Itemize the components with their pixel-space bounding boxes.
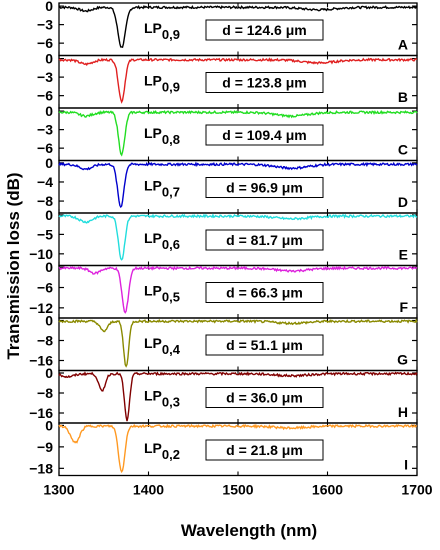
- panel-letter: B: [398, 89, 408, 105]
- y-tick-label: −18: [29, 460, 53, 476]
- y-tick-label: −3: [37, 69, 53, 85]
- mode-label: LP0,3: [144, 388, 180, 410]
- diameter-box: [205, 334, 324, 356]
- diameter-box: [205, 282, 324, 303]
- y-tick-label: 0: [45, 51, 53, 67]
- diameter-label: d = 66.3 μm: [226, 285, 303, 301]
- series-line: [58, 318, 418, 368]
- panel-e: 0 −5 −10 LP0,6 d = 81.7 μm E: [29, 207, 418, 267]
- mode-label: LP0,9: [144, 20, 180, 42]
- mode-label: LP0,9: [144, 73, 180, 95]
- y-tick-label: −16: [29, 405, 53, 421]
- y-tick-label: −8: [37, 333, 53, 349]
- panel-letter: D: [398, 194, 408, 210]
- panel-b: 0 −3 −6 LP0,9 d = 123.8 μm B: [37, 51, 418, 109]
- series-line: [58, 265, 418, 314]
- y-tick-label: −4: [37, 174, 53, 190]
- diameter-label: d = 21.8 μm: [226, 442, 303, 458]
- panel-letter: F: [399, 299, 408, 315]
- diameter-box: [205, 229, 324, 251]
- panel-letter: A: [398, 37, 408, 53]
- mode-label: LP0,8: [144, 125, 180, 147]
- series-line: [58, 423, 418, 474]
- y-tick-label: −6: [37, 35, 53, 51]
- panel-g: 0 −8 −16 LP0,4 d = 51.1 μm G: [29, 313, 418, 372]
- diameter-label: d = 36.0 μm: [226, 390, 303, 406]
- y-tick-label: 0: [45, 207, 53, 223]
- y-tick-label: −6: [37, 280, 53, 296]
- mode-label: LP0,5: [144, 283, 180, 305]
- series-line: [58, 161, 418, 209]
- y-tick-label: −5: [37, 226, 53, 242]
- x-tick-label: 1700: [401, 482, 432, 498]
- y-tick-label: −3: [37, 17, 53, 33]
- y-tick-label: 0: [45, 103, 53, 119]
- y-tick-label: −3: [37, 122, 53, 138]
- diameter-label: d = 96.9 μm: [226, 180, 303, 196]
- diameter-label: d = 123.8 μm: [222, 75, 306, 91]
- y-axis-title: Transmission loss (dB): [4, 172, 23, 359]
- y-tick-label: 0: [45, 0, 53, 14]
- y-tick-label: 0: [45, 155, 53, 171]
- series-line: [58, 109, 418, 157]
- diameter-box: [205, 387, 324, 408]
- series-line: [58, 4, 418, 49]
- diameter-box: [205, 124, 324, 146]
- mode-label: LP0,7: [144, 178, 180, 200]
- panel-letter: G: [397, 352, 408, 368]
- mode-label: LP0,2: [144, 440, 180, 462]
- diameter-box: [205, 439, 324, 461]
- panel-letter: I: [404, 457, 408, 473]
- diameter-box: [205, 19, 324, 41]
- x-tick-label: 1300: [43, 482, 74, 498]
- y-tick-label: −12: [29, 300, 53, 316]
- x-tick-label: 1500: [222, 482, 253, 498]
- x-axis-title: Wavelength (nm): [181, 521, 317, 540]
- diameter-label: d = 81.7 μm: [226, 232, 303, 248]
- panel-i: 0 −9 −18 LP0,2 d = 21.8 μm I: [29, 417, 418, 476]
- diameter-label: d = 51.1 μm: [226, 337, 303, 353]
- y-tick-label: −8: [37, 193, 53, 209]
- x-tick-label: 1400: [133, 482, 164, 498]
- y-tick-label: −6: [37, 88, 53, 104]
- y-tick-label: −9: [37, 439, 53, 455]
- y-tick-label: 0: [45, 313, 53, 329]
- series-line: [58, 371, 418, 422]
- y-tick-label: −8: [37, 385, 53, 401]
- panel-c: 0 −3 −6 LP0,8 d = 109.4 μm C: [37, 103, 418, 162]
- diameter-label: d = 124.6 μm: [222, 22, 306, 38]
- diameter-label: d = 109.4 μm: [222, 127, 306, 143]
- mode-label: LP0,6: [144, 230, 180, 252]
- panel-stack: 0 −3 −6 LP0,9 d = 124.6 μm A 0 −3 −6 LP0,9 d = 123…: [29, 0, 433, 498]
- y-tick-label: 0: [45, 417, 53, 433]
- panel-h: 0 −8 −16 LP0,3 d = 36.0 μm H: [29, 365, 418, 424]
- series-line: [58, 213, 418, 261]
- y-tick-label: 0: [45, 259, 53, 275]
- panel-letter: E: [399, 247, 408, 263]
- mode-label: LP0,4: [144, 335, 181, 357]
- diameter-box: [205, 177, 324, 198]
- panel-letter: H: [398, 404, 408, 420]
- x-tick-label: 1600: [312, 482, 343, 498]
- diameter-box: [205, 72, 324, 93]
- panel-a: 0 −3 −6 LP0,9 d = 124.6 μm A: [37, 0, 418, 57]
- y-tick-label: −6: [37, 140, 53, 156]
- series-line: [58, 57, 418, 104]
- panel-letter: C: [398, 142, 408, 158]
- y-tick-label: −10: [29, 246, 53, 262]
- panel-f: 0 −6 −12 LP0,5 d = 66.3 μm F: [29, 259, 418, 319]
- y-tick-label: −16: [29, 353, 53, 369]
- panel-d: 0 −4 −8 LP0,7 d = 96.9 μm D: [37, 155, 418, 214]
- y-tick-label: 0: [45, 365, 53, 381]
